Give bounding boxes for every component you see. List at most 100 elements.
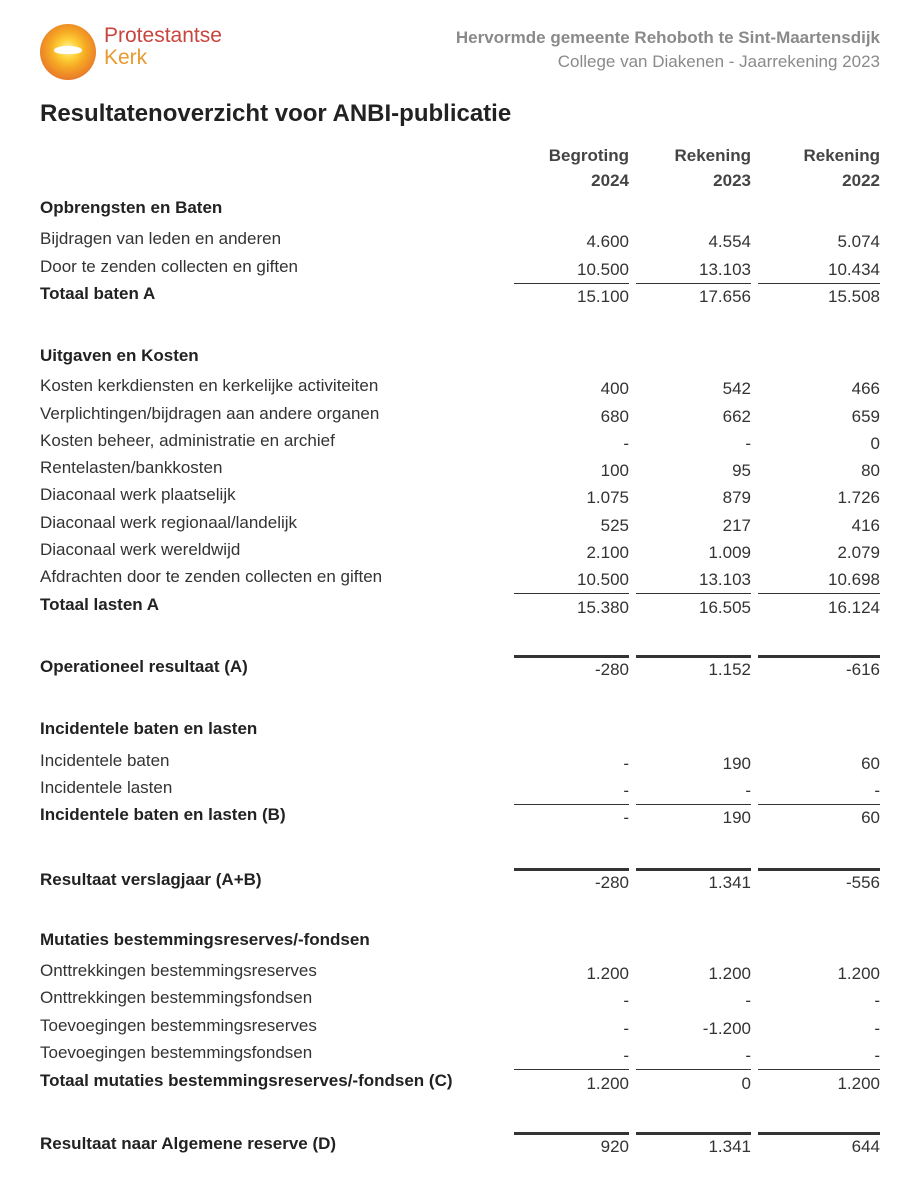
cell-value: -: [745, 1046, 751, 1065]
cell-value: 400: [600, 379, 629, 398]
cell-value: 662: [722, 407, 751, 426]
cell-value: -: [745, 781, 751, 800]
document-header: Hervormde gemeente Rehoboth te Sint-Maar…: [456, 26, 880, 74]
result-rule: [636, 655, 751, 658]
cell-value: -: [874, 781, 880, 800]
section-heading: Uitgaven en Kosten: [0, 346, 914, 368]
cell-value: -280: [594, 660, 629, 679]
total-row: Totaal mutaties bestemmingsreserves/-fon…: [0, 1071, 914, 1093]
cell-value: 2.100: [586, 543, 629, 562]
table-row: Incidentele baten - 190 60: [0, 751, 914, 773]
cell-value: 60: [861, 808, 880, 827]
column-header-line2: 2024: [591, 171, 629, 190]
cell-value: 1.200: [586, 964, 629, 983]
total-row: Totaal lasten A 15.380 16.505 16.124: [0, 595, 914, 617]
row-label: Onttrekkingen bestemmingsfondsen: [40, 988, 313, 1007]
cell-value: 542: [722, 379, 751, 398]
cell-value: -: [874, 1019, 880, 1038]
cell-value: 80: [861, 461, 880, 480]
cell-value: 1.726: [837, 488, 880, 507]
row-label: Uitgaven en Kosten: [40, 346, 199, 365]
cell-value: -: [623, 781, 629, 800]
cell-value: -: [745, 434, 751, 453]
row-label: Incidentele lasten: [40, 778, 173, 797]
column-header-line2: 2023: [713, 171, 751, 190]
row-label: Totaal mutaties bestemmingsreserves/-fon…: [40, 1071, 453, 1090]
row-label: Incidentele baten en lasten (B): [40, 805, 286, 824]
cell-value: 10.500: [577, 260, 629, 279]
row-label: Toevoegingen bestemmingsreserves: [40, 1016, 317, 1035]
row-label: Incidentele baten en lasten: [40, 719, 258, 738]
section-heading: Mutaties bestemmingsreserves/-fondsen: [0, 930, 914, 952]
row-label: Totaal baten A: [40, 284, 156, 303]
cell-value: -: [623, 1019, 629, 1038]
cell-value: 190: [722, 808, 751, 827]
cell-value: 1.075: [586, 488, 629, 507]
subtotal-rule: [758, 283, 880, 284]
row-label: Bijdragen van leden en anderen: [40, 229, 282, 248]
table-row: Onttrekkingen bestemmingsfondsen - - -: [0, 988, 914, 1010]
table-row: Verplichtingen/bijdragen aan andere orga…: [0, 404, 914, 426]
subtotal-rule: [514, 1069, 629, 1070]
total-row: Resultaat naar Algemene reserve (D) 920 1.…: [0, 1134, 914, 1156]
column-header-line2: 2022: [842, 171, 880, 190]
row-label: Resultaat verslagjaar (A+B): [40, 870, 262, 889]
row-label: Afdrachten door te zenden collecten en g…: [40, 567, 383, 586]
cell-value: 1.200: [837, 1074, 880, 1093]
cell-value: 1.152: [708, 660, 751, 679]
cell-value: 920: [600, 1137, 629, 1156]
logo-text-line2: Kerk: [104, 46, 148, 69]
row-label: Mutaties bestemmingsreserves/-fondsen: [40, 930, 370, 949]
cell-value: -: [623, 808, 629, 827]
section-heading: Opbrengsten en Baten: [0, 198, 914, 220]
logo-text-line1: Protestantse: [104, 24, 222, 47]
cell-value: 16.505: [699, 598, 751, 617]
column-header-rekening-2023: Rekening 2023: [621, 143, 751, 193]
row-label: Totaal lasten A: [40, 595, 160, 614]
subtotal-rule: [758, 804, 880, 805]
row-label: Diaconaal werk wereldwijd: [40, 540, 241, 559]
cell-value: 0: [870, 434, 880, 453]
cell-value: -280: [594, 873, 629, 892]
section-heading: Incidentele baten en lasten: [0, 719, 914, 741]
cell-value: 15.380: [577, 598, 629, 617]
table-row: Door te zenden collecten en giften 10.500…: [0, 257, 914, 279]
subtotal-rule: [758, 593, 880, 594]
row-label: Diaconaal werk regionaal/landelijk: [40, 513, 298, 532]
cell-value: 1.200: [708, 964, 751, 983]
row-label: Opbrengsten en Baten: [40, 198, 223, 217]
row-label: Kosten kerkdiensten en kerkelijke activi…: [40, 376, 379, 395]
cell-value: 644: [851, 1137, 880, 1156]
row-label: Kosten beheer, administratie en archief: [40, 431, 335, 450]
cell-value: 60: [861, 754, 880, 773]
table-row: Kosten beheer, administratie en archief -…: [0, 431, 914, 453]
cell-value: 1.009: [708, 543, 751, 562]
cell-value: 680: [600, 407, 629, 426]
cell-value: 95: [732, 461, 751, 480]
row-label: Onttrekkingen bestemmingsreserves: [40, 961, 317, 980]
cell-value: 1.200: [586, 1074, 629, 1093]
cell-value: 4.554: [708, 232, 751, 251]
row-label: Verplichtingen/bijdragen aan andere orga…: [40, 404, 380, 423]
cell-value: -: [745, 991, 751, 1010]
subtotal-rule: [636, 593, 751, 594]
cell-value: -: [623, 991, 629, 1010]
total-row: Totaal baten A 15.100 17.656 15.508: [0, 284, 914, 306]
table-row: Diaconaal werk regionaal/landelijk 525 217…: [0, 513, 914, 535]
column-header-line1: Begroting: [548, 146, 629, 165]
cell-value: -: [623, 754, 629, 773]
result-rule: [636, 1132, 751, 1135]
total-row: Operationeel resultaat (A) -280 1.152 -616: [0, 657, 914, 679]
row-label: Resultaat naar Algemene reserve (D): [40, 1134, 337, 1153]
cell-value: 1.341: [708, 873, 751, 892]
result-rule: [514, 1132, 629, 1135]
cell-value: 659: [851, 407, 880, 426]
total-row: Resultaat verslagjaar (A+B) -280 1.341 -556: [0, 870, 914, 892]
organisation-name: Hervormde gemeente Rehoboth te Sint-Maar…: [455, 28, 880, 47]
cell-value: 525: [600, 516, 629, 535]
subtotal-rule: [758, 1069, 880, 1070]
cell-value: 879: [722, 488, 751, 507]
row-label: Rentelasten/bankkosten: [40, 458, 223, 477]
table-row: Afdrachten door te zenden collecten en g…: [0, 567, 914, 589]
cell-value: 2.079: [837, 543, 880, 562]
